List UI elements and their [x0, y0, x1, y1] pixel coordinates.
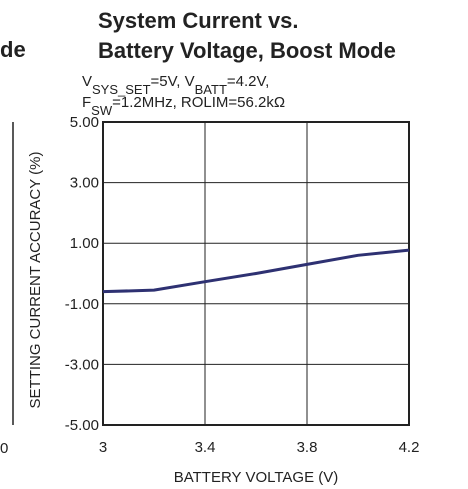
x-tick-label: 3.4: [195, 439, 216, 456]
x-tick-label: 3: [99, 439, 107, 456]
subtitle-part: V: [82, 73, 92, 90]
x-tick-label: 3.8: [297, 439, 318, 456]
subtitle-part: BATT: [195, 82, 227, 97]
subtitle-part: SYS_SET: [92, 82, 151, 97]
plot-frame: [102, 121, 410, 426]
y-tick-label: -5.00: [65, 417, 99, 434]
y-tick-label: 5.00: [70, 114, 99, 131]
subtitle: FSW=1.2MHz, ROLIM=56.2kΩ: [82, 94, 285, 118]
data-line: [102, 248, 410, 294]
y-tick-label: 1.00: [70, 235, 99, 252]
subtitle-part: SW: [91, 103, 113, 118]
subtitle-part: =1.2MHz, ROLIM=56.2kΩ: [112, 94, 285, 111]
fragment-tick: 0: [0, 440, 8, 457]
y-axis-label: SETTING CURRENT ACCURACY (%): [27, 152, 44, 409]
fragment-title: de: [0, 37, 26, 62]
subtitle-part: =5V, V: [151, 73, 195, 90]
y-tick-label: -1.00: [65, 296, 99, 313]
y-tick-label: -3.00: [65, 356, 99, 373]
subtitle-part: F: [82, 94, 91, 111]
subtitle: VSYS_SET=5V, VBATT=4.2V,: [82, 73, 269, 97]
subtitle-part: =4.2V,: [227, 73, 269, 90]
chart-title: System Current vs.: [98, 8, 299, 33]
y-tick-label: 3.00: [70, 175, 99, 192]
x-axis-label: BATTERY VOLTAGE (V): [174, 469, 338, 486]
chart-title: Battery Voltage, Boost Mode: [98, 38, 396, 63]
x-tick-label: 4.2: [399, 439, 420, 456]
